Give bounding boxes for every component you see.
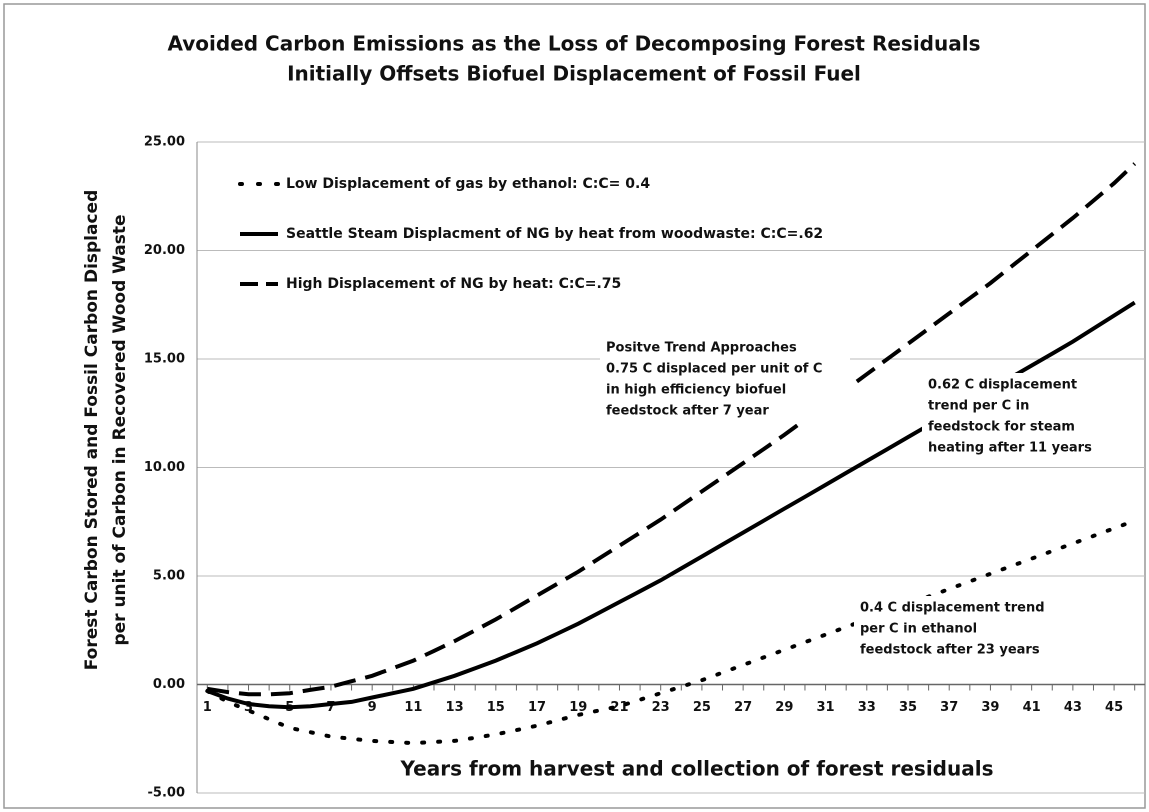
x-tick-label: 19 [569,700,587,715]
legend-label: High Displacement of NG by heat: C:C=.75 [286,276,621,292]
annotation-box [600,336,850,424]
annotation: feedstock after 7 year [606,404,769,419]
y-axis-title: per unit of Carbon in Recovered Wood Was… [110,214,130,645]
x-tick-label: 3 [244,700,253,715]
x-tick-label: 41 [1023,700,1041,715]
annotation: heating after 11 years [928,441,1092,456]
annotation: feedstock for steam [928,420,1075,435]
y-tick-label: 0.00 [153,677,185,692]
annotation: feedstock after 23 years [860,643,1040,658]
x-tick-label: 35 [899,700,917,715]
x-tick-label: 33 [858,700,876,715]
y-axis-title: Forest Carbon Stored and Fossil Carbon D… [82,190,102,671]
x-tick-label: 17 [528,700,546,715]
y-tick-label: 15.00 [144,352,185,367]
x-tick-label: 21 [610,700,628,715]
x-tick-label: 45 [1105,700,1123,715]
x-tick-label: 31 [817,700,835,715]
annotation: 0.75 C displaced per unit of C [606,362,822,377]
annotation: 0.4 C displacement trend [860,601,1045,616]
y-tick-label: -5.00 [148,786,185,801]
annotation-box [922,373,1092,461]
annotation: per C in ethanol [860,622,977,637]
annotation: 0.62 C displacement [928,378,1077,393]
x-tick-label: 29 [775,700,793,715]
x-tick-label: 11 [404,700,422,715]
y-tick-label: 10.00 [144,460,185,475]
x-tick-label: 43 [1064,700,1082,715]
y-tick-label: 20.00 [144,243,185,258]
annotation-box [854,596,1054,662]
x-tick-label: 13 [446,700,464,715]
x-tick-label: 1 [203,700,212,715]
x-tick-label: 23 [652,700,670,715]
x-tick-label: 27 [734,700,752,715]
series-line [205,518,1137,746]
x-tick-label: 39 [981,700,999,715]
y-tick-label: 25.00 [144,135,185,150]
annotation: trend per C in [928,399,1029,414]
x-tick-label: 25 [693,700,711,715]
x-tick-label: 37 [940,700,958,715]
x-axis-title: Years from harvest and collection of for… [400,757,994,781]
x-tick-label: 7 [326,700,335,715]
y-tick-label: 5.00 [153,569,185,584]
legend-label: Low Displacement of gas by ethanol: C:C=… [286,176,650,192]
chart-title: Avoided Carbon Emissions as the Loss of … [168,32,981,56]
chart-title: Initially Offsets Biofuel Displacement o… [287,62,861,86]
x-tick-label: 15 [487,700,505,715]
annotation: Positve Trend Approaches [606,341,797,356]
x-tick-label: 9 [368,700,377,715]
legend-label: Seattle Steam Displacment of NG by heat … [286,226,823,242]
annotation: in high efficiency biofuel [606,383,786,398]
